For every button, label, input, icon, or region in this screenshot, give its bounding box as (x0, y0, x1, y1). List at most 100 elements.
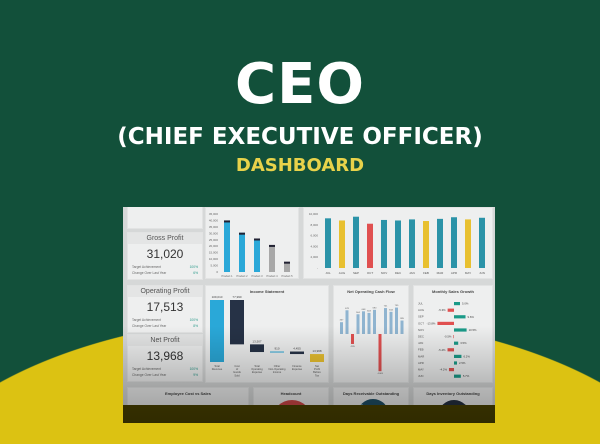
monthly-sales-chart: - 2,000 4,000 6,000 8,000 10,000 JUL AUG SEP OCT N… (303, 207, 493, 279)
bar (367, 312, 371, 334)
bar (378, 334, 382, 372)
y-tick-label: 40,000 (209, 218, 219, 222)
data-label: 9.6% (468, 315, 475, 319)
data-label: 337 (340, 320, 344, 322)
kpi-card: Operating Profit 17,513 Target Achieveme… (127, 285, 203, 333)
x-tick-label: Product 5 (281, 274, 293, 278)
x-tick-label: APR (451, 271, 458, 275)
bar (400, 320, 404, 334)
data-label: -13.8% (427, 321, 436, 325)
sales-growth-chart: Monthly Sales Growth JUL 5.0% AUG -5.3% SEP 9.… (413, 285, 493, 383)
y-tick-label: 15,000 (209, 251, 219, 255)
data-label: 648 (362, 309, 366, 311)
bar (453, 335, 454, 339)
kpi-value: 31,020 (146, 247, 184, 261)
bar (454, 374, 461, 378)
x-tick-label: Product 4 (266, 274, 278, 278)
data-label: -0.5% (444, 335, 452, 339)
y-tick-label: 5,000 (210, 264, 218, 268)
data-label: 690 (373, 307, 377, 309)
product-sales-chart: 0 5,000 10,000 15,000 20,000 25,000 30,000 35,0… (205, 207, 299, 279)
change-value: 8% (193, 324, 198, 328)
kpi-value: 17,513 (146, 300, 184, 314)
kpi-value: 13,968 (146, 349, 184, 363)
x-tick-label: JAN (409, 271, 415, 275)
kpi-card: Gross Profit 31,020 Target Achievement 10… (127, 232, 203, 280)
bar-cap (224, 220, 230, 223)
bar (384, 308, 387, 334)
change-label: Change Over Last Year (132, 324, 167, 328)
card-title: Days Inventory Outstanding (426, 391, 480, 396)
bar (423, 221, 429, 268)
y-tick-label: 10,000 (309, 212, 319, 216)
bar (230, 300, 244, 345)
x-tick-label: DEC (395, 271, 402, 275)
target-value: 100% (189, 265, 198, 269)
bar-cap (239, 232, 245, 235)
kpi-card: Net Profit 13,968 Target Achievement 100%… (127, 334, 203, 382)
y-tick-label: OCT (418, 321, 424, 325)
bar (465, 219, 471, 268)
y-tick-label: 30,000 (209, 231, 219, 235)
x-tick-label: OCT (367, 271, 374, 275)
data-label: 77,990 (232, 295, 242, 299)
data-label: 10.5% (469, 328, 477, 332)
bar (284, 261, 290, 272)
y-tick-label: 6,000 (310, 234, 318, 238)
change-label: Change Over Last Year (132, 271, 167, 275)
y-tick-label: AUG (418, 308, 424, 312)
bar (437, 218, 443, 268)
kpi-title: Operating Profit (128, 286, 202, 297)
bar (454, 341, 459, 345)
data-label: 6.2% (463, 354, 470, 358)
income-statement-chart: Income Statement 109,010 Total Revenue 77,99… (205, 285, 329, 383)
x-tick-label: MAY (465, 271, 471, 275)
data-label: 4,455 (293, 347, 301, 351)
bar (479, 217, 485, 268)
bar-cap (284, 261, 290, 264)
change-label: Change Over Last Year (132, 373, 167, 377)
data-label: 634 (389, 309, 393, 311)
x-tick-label: Other Non-Operating Income (268, 364, 286, 374)
y-tick-label: 35,000 (209, 225, 219, 229)
page-tagline: DASHBOARD (235, 155, 365, 176)
y-tick-label: - (317, 266, 318, 270)
bar (239, 232, 245, 272)
kpi-title: Net Profit (128, 335, 202, 346)
y-tick-label: 25,000 (209, 238, 219, 242)
y-tick-label: SEP (418, 315, 424, 319)
data-label: 5.0% (462, 302, 469, 306)
bar (290, 351, 304, 355)
bar (224, 220, 230, 272)
data-label: 109,010 (212, 295, 223, 299)
x-tick-label: Product 1 (221, 274, 233, 278)
y-tick-label: APR (418, 361, 424, 365)
change-value: 6% (193, 271, 198, 275)
data-label: 564 (356, 312, 360, 314)
bar (395, 307, 398, 334)
data-label: -5.3% (438, 308, 446, 312)
card-title: Days Receivable Outstanding (342, 391, 400, 396)
bar (340, 322, 343, 334)
bar (250, 344, 264, 353)
chart-title: Net Operating Cash Flow (347, 289, 395, 294)
data-label: -285 (350, 346, 355, 348)
x-tick-label: NOV (381, 271, 388, 275)
card-title: Headcount (280, 391, 302, 396)
target-label: Target Achievement (132, 367, 161, 371)
bar (339, 220, 345, 268)
change-value: 9% (193, 373, 198, 377)
bar (451, 217, 457, 268)
target-label: Target Achievement (132, 265, 161, 269)
bar-cap (254, 238, 260, 241)
x-tick-label: Total Revenue (212, 364, 223, 371)
x-tick-label: AUG (339, 271, 346, 275)
data-label: -1063 (377, 373, 383, 375)
bar (454, 354, 462, 358)
data-label: 13,968 (312, 349, 322, 353)
data-label: 603 (367, 310, 371, 312)
bar (351, 334, 354, 344)
y-tick-label: DEC (418, 335, 424, 339)
bar (381, 219, 387, 268)
data-label: 13,507 (252, 339, 262, 343)
